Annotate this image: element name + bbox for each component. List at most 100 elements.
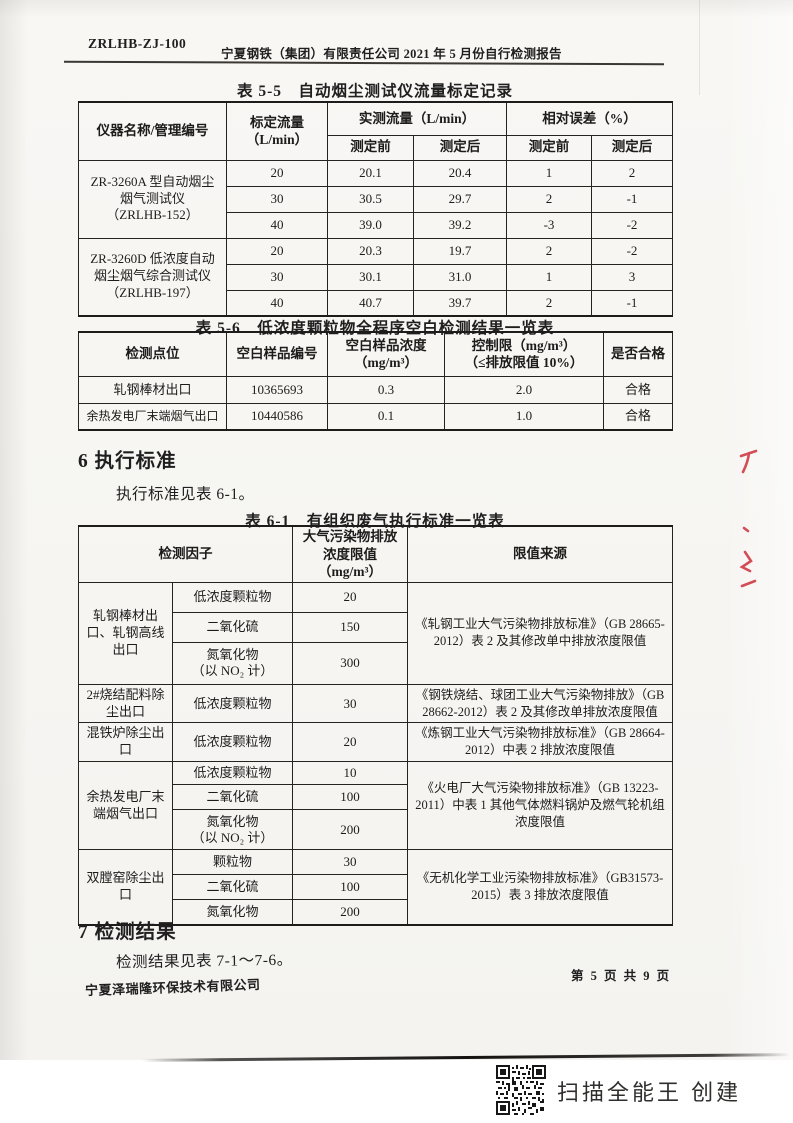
cell: 2 (506, 289, 593, 317)
source-cell: 《火电厂大气污染物排放标准》（GB 13223-2011）中表 1 其他气体燃料… (407, 761, 673, 851)
cell: 轧钢棒材出口 (78, 375, 227, 404)
source-cell: 《轧钢工业大气污染物排放标准》（GB 28665-2012）表 2 及其修改单中… (407, 581, 673, 685)
cell: 20.4 (412, 159, 508, 187)
col-header-after: 测定后 (412, 134, 508, 161)
cell: 1.0 (444, 402, 604, 431)
limit-cell: 10 (292, 761, 408, 786)
factor-cell: 二氧化硫 (172, 611, 293, 643)
scanned-page: ZRLHB-ZJ-100 宁夏钢铁（集团）有限责任公司 2021 年 5 月份自… (0, 0, 793, 1062)
limit-cell: 200 (292, 809, 408, 851)
col-header-blank-conc: 空白样品浓度 （mg/m³） (327, 331, 445, 377)
table-6-1: 检测因子 大气污染物排放 浓度限值（mg/m³） 限值来源 轧钢棒材出口、轧钢高… (78, 525, 673, 926)
location-cell: 轧钢棒材出口、轧钢高线出口 (78, 581, 173, 685)
cell: 30.5 (327, 185, 414, 213)
cell: 3 (591, 263, 674, 291)
cell: 2 (506, 185, 593, 213)
col-header-pass: 是否合格 (603, 331, 673, 377)
cell: 39.7 (412, 289, 508, 317)
red-pen-marks (739, 449, 758, 588)
cell: 合格 (603, 402, 673, 431)
cell: -2 (591, 237, 674, 265)
cell: 20.3 (327, 237, 414, 265)
col-header-limit: 大气污染物排放 浓度限值（mg/m³） (292, 525, 408, 583)
header-rule (63, 60, 665, 66)
cell: 39.2 (412, 211, 508, 239)
location-cell: 2#烧结配料除尘出口 (78, 683, 173, 724)
col-header-factor: 检测因子 (78, 525, 293, 583)
cell: 40 (226, 289, 328, 317)
cell: 0.1 (327, 402, 445, 431)
cell: 20 (226, 237, 328, 265)
cell: 余热发电厂末端烟气出口 (78, 402, 227, 431)
section-6-body: 执行标准见表 6-1。 (116, 486, 255, 503)
cell: 2 (506, 237, 593, 265)
section-7-heading: 7 检测结果 (78, 922, 177, 943)
location-cell: 余热发电厂末端烟气出口 (78, 761, 173, 851)
col-header-control-limit: 控制限（mg/m³） （≤排放限值 10%） (444, 331, 604, 377)
factor-cell: 低浓度颗粒物 (172, 683, 293, 724)
cell: 31.0 (412, 263, 508, 291)
scanner-watermark-text: 扫描全能王 创建 (557, 1080, 742, 1105)
col-header-instrument: 仪器名称/管理编号 (78, 101, 227, 161)
col-header-before: 测定前 (506, 134, 593, 161)
factor-cell: 氮氧化物 （以 NO₂ 计） (172, 641, 293, 685)
col-header-relative-error: 相对误差（%） (506, 101, 674, 136)
cell: 19.7 (412, 237, 508, 265)
source-cell: 《炼钢工业大气污染物排放标准》（GB 28664-2012）中表 2 排放浓度限… (407, 722, 673, 763)
source-cell: 《无机化学工业污染物排放标准》（GB31573-2015）表 3 排放浓度限值 (407, 849, 673, 926)
factor-cell: 低浓度颗粒物 (172, 761, 293, 786)
limit-cell: 30 (292, 683, 408, 724)
page-indicator: 第 5 页 共 9 页 (571, 969, 672, 983)
instrument-name: ZR-3260D 低浓度自动 烟尘烟气综合测试仪 （ZRLHB-197） (78, 237, 227, 317)
cell: 0.3 (327, 375, 445, 404)
factor-cell: 氮氧化物 (172, 899, 293, 926)
location-cell: 混铁炉除尘出口 (78, 722, 173, 763)
table-5-5: 仪器名称/管理编号 标定流量 （L/min） 实测流量（L/min） 相对误差（… (78, 101, 674, 317)
document-code: ZRLHB-ZJ-100 (88, 36, 187, 51)
location-cell: 双膛窑除尘出口 (78, 849, 173, 926)
limit-cell: 20 (292, 722, 408, 763)
factor-cell: 低浓度颗粒物 (172, 581, 293, 613)
col-header-before: 测定前 (327, 134, 414, 161)
cell: 39.0 (327, 211, 414, 239)
page-header-title: 宁夏钢铁（集团）有限责任公司 2021 年 5 月份自行检测报告 (221, 47, 562, 61)
cell: 合格 (603, 375, 673, 404)
cell: 29.7 (412, 185, 508, 213)
cell: 2 (591, 159, 674, 187)
col-header-calib-flow: 标定流量 （L/min） (226, 101, 328, 161)
col-header-point: 检测点位 (78, 331, 227, 377)
cell: 1 (506, 159, 593, 187)
limit-cell: 200 (292, 899, 408, 926)
factor-cell: 二氧化硫 (172, 784, 293, 811)
cell: 10365693 (226, 375, 328, 404)
qr-code-image (496, 1065, 546, 1115)
cell: 1 (506, 263, 593, 291)
cell: 40 (226, 211, 328, 239)
cell: -1 (591, 289, 674, 317)
col-header-source: 限值来源 (407, 525, 673, 583)
table-5-5-caption: 表 5-5 自动烟尘测试仪流量标定记录 (236, 83, 514, 100)
cell: 30 (226, 185, 328, 213)
limit-cell: 100 (292, 784, 408, 811)
cell: 30.1 (327, 263, 414, 291)
section-6-heading: 6 执行标准 (78, 451, 177, 472)
cell: 10440586 (226, 402, 328, 431)
limit-cell: 20 (292, 581, 408, 613)
col-header-sample-no: 空白样品编号 (226, 331, 328, 377)
limit-cell: 150 (292, 611, 408, 643)
factor-cell: 氮氧化物 （以 NO₂ 计） (172, 809, 293, 851)
footer-company: 宁夏泽瑞隆环保技术有限公司 (84, 976, 261, 999)
limit-cell: 30 (292, 849, 408, 876)
cell: -3 (506, 211, 593, 239)
instrument-name: ZR-3260A 型自动烟尘 烟气测试仪 （ZRLHB-152） (78, 159, 227, 239)
factor-cell: 颗粒物 (172, 849, 293, 876)
source-cell: 《钢铁烧结、球团工业大气污染物排放》（GB 28662-2012）表 2 及其修… (407, 683, 673, 724)
cell: 20.1 (327, 159, 414, 187)
col-header-after: 测定后 (591, 134, 674, 161)
scan-crease (699, 0, 700, 95)
table-5-6: 检测点位 空白样品编号 空白样品浓度 （mg/m³） 控制限（mg/m³） （≤… (78, 331, 673, 431)
factor-cell: 二氧化硫 (172, 874, 293, 901)
limit-cell: 300 (292, 641, 408, 685)
cell: -1 (591, 185, 674, 213)
factor-cell: 低浓度颗粒物 (172, 722, 293, 763)
